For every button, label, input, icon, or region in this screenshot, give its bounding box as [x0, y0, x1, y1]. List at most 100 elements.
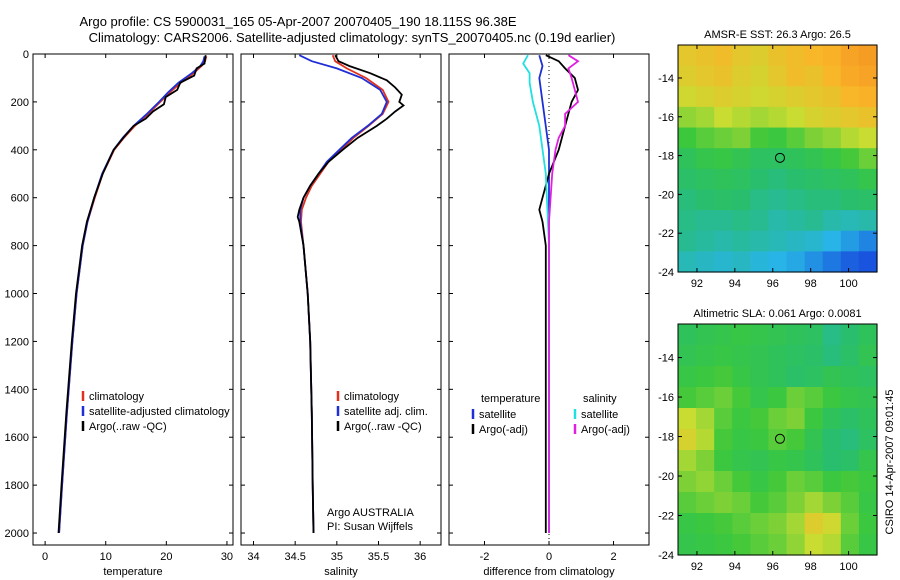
legend-label: climatology	[89, 391, 145, 403]
heatmap-cell	[840, 251, 860, 273]
y-tick-label: -24	[658, 550, 674, 562]
heatmap-cell	[714, 86, 733, 108]
profile-panel-2: 34 34.5 35 35.5 36 salinity climatology satelli…	[240, 53, 442, 578]
heatmap-cell	[858, 450, 878, 472]
footer-stamp: CSIRO 14-Apr-2007 09:01:45	[884, 390, 896, 535]
heatmap-cell	[768, 534, 788, 556]
heatmap-cell	[732, 429, 751, 451]
heatmap-cell	[678, 345, 697, 367]
x-tick-label: 100	[839, 561, 857, 573]
heatmap-cell	[750, 251, 770, 273]
x-tick-label: 92	[691, 561, 703, 573]
heatmap-cell	[732, 387, 751, 409]
heatmap-cell	[678, 86, 697, 108]
heatmap-cell	[804, 230, 824, 252]
heatmap-cell	[786, 148, 806, 170]
heatmap-cell	[804, 251, 824, 273]
heatmap-cell	[714, 429, 733, 451]
heatmap-cell	[696, 106, 715, 129]
heatmap-cell	[696, 450, 715, 472]
heatmap-cell	[714, 450, 733, 472]
plot-frame	[240, 53, 442, 546]
heatmap-cell	[750, 65, 770, 87]
heatmap-cell	[696, 513, 715, 535]
heatmap-cell	[786, 345, 806, 367]
heatmap-cell	[858, 65, 878, 87]
heatmap-cell	[696, 492, 715, 514]
x-tick-label: 34.5	[284, 551, 305, 563]
heatmap-cell	[840, 148, 860, 170]
heatmap-cell	[840, 168, 860, 191]
heatmap-cell	[768, 106, 788, 129]
heatmap-cell	[696, 324, 715, 346]
heatmap-cell	[786, 189, 806, 211]
heatmap-cell	[678, 471, 697, 493]
y-tick-label: 0	[23, 49, 29, 61]
heatmap-cell	[678, 106, 697, 129]
x-tick-label: 20	[160, 551, 172, 563]
heatmap-cell	[696, 45, 715, 67]
heatmap-cell	[696, 534, 715, 556]
heatmap-cell	[696, 251, 715, 273]
y-tick-label: 1600	[5, 432, 29, 444]
heatmap-cell	[732, 534, 751, 556]
heatmap-cell	[858, 345, 878, 367]
heatmap-cell	[840, 471, 860, 493]
map-panel-2: 92 94 96 98 100 -14 -16 -18 -20 -22 -24 Altimetric …	[658, 308, 878, 573]
heatmap-cell	[750, 324, 770, 346]
heatmap-cell	[804, 127, 824, 149]
heatmap-cell	[768, 86, 788, 108]
heatmap-cell	[732, 251, 751, 273]
heatmap-cell	[768, 471, 788, 493]
heatmap-cell	[840, 324, 860, 346]
heatmap-cell	[750, 387, 770, 409]
heatmap-cell	[696, 230, 715, 252]
heatmap-cell	[858, 366, 878, 388]
heatmap-cell	[822, 345, 842, 367]
y-tick-label: -20	[658, 189, 674, 201]
heatmap-cell	[858, 106, 878, 129]
heatmap-cell	[804, 450, 824, 472]
heatmap-cell	[840, 106, 860, 129]
heatmap-cell	[822, 45, 842, 67]
heatmap-cell	[822, 534, 842, 556]
heatmap-cell	[750, 408, 770, 430]
heatmap-cell	[768, 251, 788, 273]
heatmap-cell	[732, 106, 751, 129]
heatmap-cell	[732, 492, 751, 514]
heatmap-cell	[750, 230, 770, 252]
heatmap-cell	[786, 366, 806, 388]
heatmap-cell	[858, 189, 878, 211]
heatmap-cell	[858, 387, 878, 409]
heatmap-cell	[804, 471, 824, 493]
heatmap-cell	[732, 513, 751, 535]
heatmap-cell	[732, 324, 751, 346]
heatmap-cell	[858, 534, 878, 556]
heatmap-cell	[786, 251, 806, 273]
heatmap-cell	[822, 366, 842, 388]
heatmap-cell	[786, 324, 806, 346]
heatmap-cell	[750, 45, 770, 67]
heatmap-cell	[678, 230, 697, 252]
x-tick-label: 34	[247, 551, 259, 563]
heatmap-cell	[786, 513, 806, 535]
heatmap-cell	[822, 65, 842, 87]
x-tick-label: 98	[805, 561, 817, 573]
heatmap-cell	[840, 345, 860, 367]
x-axis-label: temperature	[103, 566, 162, 578]
heatmap-cell	[822, 251, 842, 273]
heatmap-cell	[840, 210, 860, 232]
heatmap-cell	[732, 189, 751, 211]
heatmap-cell	[714, 65, 733, 87]
y-tick-label: -16	[658, 392, 674, 404]
heatmap-cell	[732, 45, 751, 67]
legend-label: Argo(-adj)	[479, 424, 528, 436]
y-tick-label: 1800	[5, 480, 29, 492]
heatmap-cell	[804, 366, 824, 388]
heatmap-cell	[714, 168, 733, 191]
heatmap-cell	[822, 429, 842, 451]
annotation-label: Argo AUSTRALIA	[327, 507, 414, 519]
heatmap-cell	[750, 450, 770, 472]
heatmap-cell	[804, 86, 824, 108]
heatmap-cell	[714, 251, 733, 273]
